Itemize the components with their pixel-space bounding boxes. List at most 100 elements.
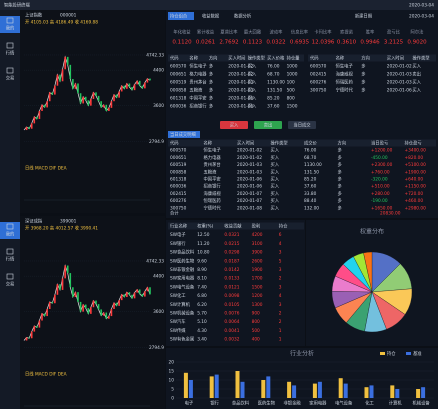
sidebar-item[interactable]: 行情 (6, 50, 15, 57)
tab[interactable]: 数据分析 (234, 13, 252, 20)
table-cell: 卖出 (412, 71, 421, 78)
table-cell: 12.50 (197, 232, 210, 238)
table-cell: 131.50 (267, 88, 282, 94)
table-cell: 多 (209, 87, 214, 94)
table-cell: 600276 (310, 80, 327, 86)
candle (54, 85, 56, 95)
button[interactable] (220, 121, 248, 129)
table-cell: 多 (209, 71, 214, 78)
trades-tab[interactable]: 当日成交明细 (170, 131, 196, 138)
table-cell: SW计算机 (170, 301, 191, 308)
bar (395, 389, 400, 398)
table-cell: 多 (338, 190, 343, 197)
stat-value: 0.0261 (196, 40, 215, 46)
candle (136, 80, 138, 85)
tab[interactable]: 持仓组合 (170, 13, 188, 20)
table-cell: 0.0032 (224, 337, 239, 343)
table-cell: 33.80 (304, 191, 317, 197)
table-cell: 500 (252, 328, 260, 334)
bar (312, 383, 317, 398)
candle (120, 85, 123, 92)
bar (369, 385, 374, 398)
candle (113, 94, 115, 102)
stat-value: 0.9946 (360, 40, 380, 46)
candle (102, 312, 105, 316)
table-cell: 1 (279, 337, 282, 343)
sidebar-item[interactable]: 我的 (6, 25, 15, 32)
bar (292, 385, 297, 398)
legend-swatch (406, 352, 411, 355)
table-cell: 多 (209, 79, 214, 86)
table-cell: 600570 (170, 64, 187, 70)
candle (126, 292, 128, 298)
table-cell: 买入 (271, 154, 280, 161)
table-cell: 3900 (252, 250, 263, 256)
stat-value: 2.7692 (219, 40, 238, 46)
table-cell: 1500 (252, 284, 263, 290)
table-cell: 4 (279, 293, 282, 299)
table-cell: 多 (209, 95, 214, 102)
candle (61, 69, 64, 82)
candle (38, 110, 41, 119)
table-cell: 3100 (252, 241, 263, 247)
table-cell: 买入 (248, 79, 257, 86)
table-cell: 多 (338, 168, 343, 175)
table-cell: 0.0041 (224, 328, 239, 334)
candle (90, 99, 92, 106)
candle (59, 284, 61, 290)
candle (77, 292, 79, 302)
table-header-cell: 持仓量 (287, 55, 301, 62)
sidebar-item[interactable]: 交易 (6, 75, 15, 82)
table-cell: 601318 (170, 177, 187, 183)
button-label[interactable]: 买入 (230, 122, 239, 129)
candle (144, 82, 146, 89)
sub-title: 日线 MACD DIF DEA (25, 165, 67, 172)
y-tick-label: 5 (171, 387, 174, 393)
table-cell: +820.00 (405, 155, 424, 161)
table-cell: 6.20 (197, 302, 207, 308)
table-cell: 3 (279, 250, 282, 256)
candle (84, 96, 87, 101)
table-cell: 0.0187 (224, 258, 239, 264)
table-cell: 76.00 (304, 148, 317, 154)
candle (131, 294, 133, 299)
table-cell: 600570 (310, 64, 327, 70)
table-cell: 1 (279, 328, 282, 334)
table-cell: 3 (279, 302, 282, 308)
table-header-cell: 操作类型 (248, 55, 266, 62)
x-tick-label: 电子 (185, 400, 194, 407)
sidebar-item[interactable]: 我的 (6, 231, 15, 238)
table-cell: 85.20 (304, 177, 317, 183)
candle (149, 78, 151, 81)
candle (118, 91, 120, 98)
table-cell: 买入 (248, 103, 257, 110)
table-cell: 多 (338, 154, 343, 161)
bar (364, 387, 369, 398)
button-label[interactable]: 卖出 (264, 122, 273, 129)
button[interactable] (254, 121, 282, 129)
tab[interactable]: 收益数据 (202, 13, 220, 20)
candle (82, 96, 84, 104)
date: 2020-03-04 (409, 3, 434, 9)
button[interactable] (288, 121, 316, 129)
table-cell: 6 (279, 232, 282, 238)
table-cell: 2020-01-03 (237, 162, 262, 168)
sidebar-item[interactable]: 行情 (6, 256, 15, 263)
y-tick-label: 2794.9 (149, 139, 164, 145)
button-label[interactable]: 当日成交 (293, 122, 311, 129)
bar-title: 行业分析 (290, 350, 314, 358)
sidebar-active (0, 222, 20, 239)
new-date: 2020-03-04 (409, 14, 434, 20)
legend-swatch (380, 352, 385, 355)
sidebar-item[interactable]: 交易 (6, 281, 15, 288)
x-tick-label: 化工 (365, 400, 374, 407)
table-cell: 多 (338, 147, 343, 154)
candle (146, 78, 149, 83)
stat-value: 3.2125 (384, 40, 404, 46)
table-cell: 2020-01-02 (228, 64, 253, 70)
table-cell: 买入 (248, 71, 257, 78)
table-cell: 0.0076 (224, 311, 239, 317)
stat-label: 阿尔法 (411, 29, 425, 36)
panel-code: 000001 (60, 13, 77, 19)
table-cell: 132.00 (304, 205, 319, 211)
